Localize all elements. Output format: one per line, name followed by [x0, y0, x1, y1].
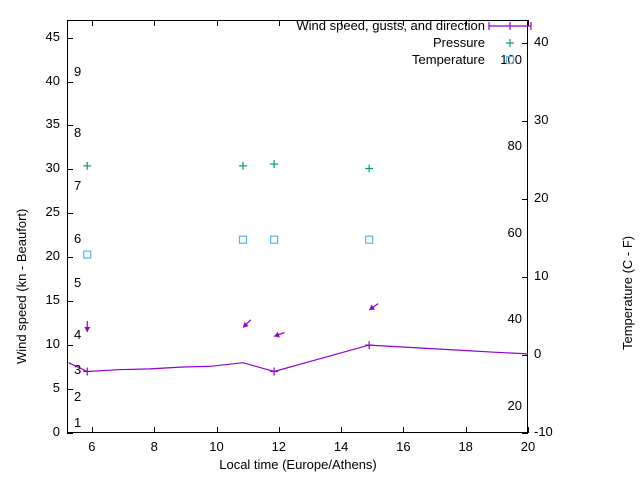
y-tick-mark [67, 433, 73, 434]
x-tick-mark [403, 427, 404, 433]
fahrenheit-label: 80 [507, 138, 522, 154]
y2-tick-mark [522, 433, 528, 434]
beaufort-label: 2 [74, 388, 82, 404]
y2-tick-label: 30 [534, 112, 549, 128]
beaufort-label: 3 [74, 362, 82, 378]
y-tick-mark [67, 389, 73, 390]
x-tick-label: 14 [333, 439, 349, 454]
y2-tick-mark [522, 199, 528, 200]
legend-label-temperature: Temperature [412, 52, 485, 67]
y2-tick-mark [522, 277, 528, 278]
x-tick-mark [279, 427, 280, 433]
y-tick-mark [67, 301, 73, 302]
y-tick-label: 0 [52, 424, 60, 439]
y2-axis-title: Temperature (C - F) [620, 235, 635, 350]
fahrenheit-label: 60 [507, 224, 522, 240]
y-tick-label: 15 [45, 292, 60, 308]
x-tick-mark [92, 427, 93, 433]
y2-tick-label: 0 [534, 346, 542, 362]
x-tick-mark-top [217, 20, 218, 26]
legend-label-pressure: Pressure [432, 35, 485, 50]
y2-tick-mark [522, 43, 528, 44]
legend-label-wind: Wind speed, gusts, and direction [296, 18, 485, 33]
x-tick-mark [466, 427, 467, 433]
y-tick-label: 45 [45, 28, 60, 44]
x-tick-mark [154, 427, 155, 433]
plot-area [67, 20, 528, 433]
y2-tick-mark [522, 121, 528, 122]
y-tick-mark [67, 38, 73, 39]
y2-tick-label: 40 [534, 34, 549, 50]
y-tick-label: 20 [45, 248, 60, 264]
fahrenheit-label: 20 [507, 398, 522, 414]
x-tick-mark [217, 427, 218, 433]
y-tick-label: 35 [45, 116, 60, 132]
x-tick-mark [528, 427, 529, 433]
x-tick-mark-top [154, 20, 155, 26]
y-tick-label: 25 [45, 204, 60, 220]
beaufort-label: 8 [74, 125, 82, 141]
beaufort-label: 9 [74, 63, 82, 79]
legend-item-wind[interactable]: Wind speed, gusts, and direction [230, 18, 485, 35]
y-tick-mark [67, 257, 73, 258]
x-tick-mark [341, 427, 342, 433]
x-tick-label: 10 [209, 439, 224, 454]
fahrenheit-label: 40 [507, 311, 522, 327]
y2-tick-label: -10 [534, 424, 553, 439]
y-tick-label: 40 [45, 72, 60, 88]
x-tick-mark-top [279, 20, 280, 26]
y-tick-mark [67, 169, 73, 170]
y-tick-label: 10 [45, 336, 60, 352]
y-tick-label: 30 [45, 160, 60, 176]
x-tick-mark-top [528, 20, 529, 26]
x-tick-label: 8 [150, 439, 158, 454]
legend-item-pressure[interactable]: Pressure [230, 35, 485, 52]
legend-item-temperature[interactable]: Temperature [230, 52, 485, 69]
beaufort-label: 4 [74, 327, 82, 343]
x-tick-label: 18 [458, 439, 473, 454]
x-tick-label: 6 [88, 439, 96, 454]
y2-tick-label: 10 [534, 268, 549, 284]
y-tick-mark [67, 345, 73, 346]
x-tick-mark-top [403, 20, 404, 26]
beaufort-label: 6 [74, 230, 82, 246]
y-tick-mark [67, 125, 73, 126]
x-axis-title: Local time (Europe/Athens) [219, 457, 377, 472]
y2-tick-mark [522, 355, 528, 356]
beaufort-label: 7 [74, 177, 82, 193]
y-tick-mark [67, 82, 73, 83]
x-tick-mark-top [466, 20, 467, 26]
y-tick-mark [67, 213, 73, 214]
y-tick-label: 5 [52, 380, 60, 396]
beaufort-label: 1 [74, 415, 82, 431]
y2-tick-label: 20 [534, 190, 549, 206]
x-tick-mark-top [92, 20, 93, 26]
x-tick-label: 20 [520, 439, 536, 454]
x-tick-mark-top [341, 20, 342, 26]
beaufort-label: 5 [74, 274, 82, 290]
x-tick-label: 16 [396, 439, 411, 454]
x-tick-label: 12 [271, 439, 287, 454]
legend: Wind speed, gusts, and direction Pressur… [230, 18, 510, 72]
